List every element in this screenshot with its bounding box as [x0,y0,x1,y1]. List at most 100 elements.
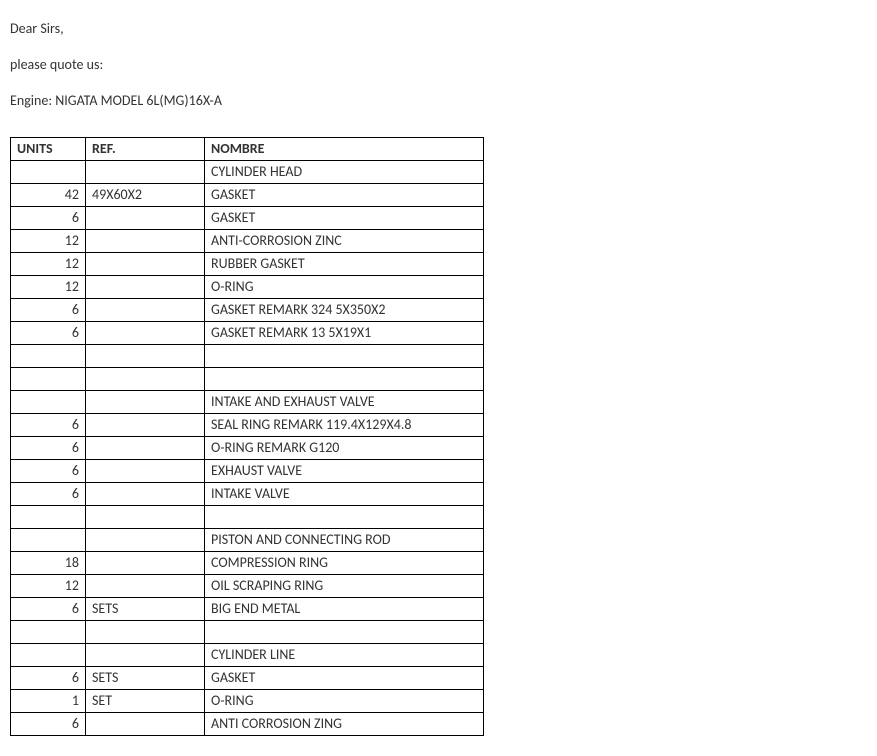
cell-name: BIG END METAL [205,598,484,621]
cell-name: GASKET [205,667,484,690]
cell-name: O-RING REMARK G120 [205,437,484,460]
cell-units: 6 [11,667,86,690]
cell-name: GASKET REMARK 13 5X19X1 [205,322,484,345]
cell-name: O-RING [205,276,484,299]
cell-units: 6 [11,414,86,437]
cell-name: CYLINDER LINE [205,644,484,667]
cell-units: 6 [11,713,86,736]
cell-ref [86,506,205,529]
cell-ref [86,345,205,368]
table-row: 4249X60X2GASKET [11,184,484,207]
document-page: Dear Sirs, please quote us: Engine: NIGA… [0,0,877,756]
cell-ref: SETS [86,667,205,690]
cell-units: 6 [11,437,86,460]
cell-ref [86,253,205,276]
cell-ref [86,161,205,184]
table-row: 12 O-RING [11,276,484,299]
table-row: 6 ANTI CORROSION ZING [11,713,484,736]
cell-ref [86,230,205,253]
cell-units: 6 [11,322,86,345]
table-row: 6SETSGASKET [11,667,484,690]
cell-units: 6 [11,460,86,483]
cell-name: ANTI-CORROSION ZINC [205,230,484,253]
cell-units: 12 [11,253,86,276]
cell-ref: 49X60X2 [86,184,205,207]
cell-units: 12 [11,230,86,253]
cell-name [205,368,484,391]
table-row: PISTON AND CONNECTING ROD [11,529,484,552]
table-row: CYLINDER HEAD [11,161,484,184]
cell-ref [86,299,205,322]
column-header-ref: REF. [86,138,205,161]
table-header-row: UNITS REF. NOMBRE [11,138,484,161]
cell-units [11,345,86,368]
table-row: 18 COMPRESSION RING [11,552,484,575]
cell-ref: SET [86,690,205,713]
cell-name: COMPRESSION RING [205,552,484,575]
table-row: CYLINDER LINE [11,644,484,667]
table-row: 6 GASKET REMARK 13 5X19X1 [11,322,484,345]
cell-units: 1 [11,690,86,713]
cell-ref [86,391,205,414]
table-row [11,506,484,529]
cell-ref [86,552,205,575]
table-row: 6 O-RING REMARK G120 [11,437,484,460]
table-row: INTAKE AND EXHAUST VALVE [11,391,484,414]
cell-units [11,391,86,414]
cell-ref [86,207,205,230]
table-row: 6SETSBIG END METAL [11,598,484,621]
table-row: 6 SEAL RING REMARK 119.4X129X4.8 [11,414,484,437]
cell-units [11,621,86,644]
cell-ref [86,529,205,552]
cell-name: PISTON AND CONNECTING ROD [205,529,484,552]
table-row: 6 GASKET [11,207,484,230]
cell-units: 12 [11,575,86,598]
cell-name: ANTI CORROSION ZING [205,713,484,736]
cell-units: 6 [11,483,86,506]
cell-ref: SETS [86,598,205,621]
cell-ref [86,713,205,736]
table-row: 6 INTAKE VALVE [11,483,484,506]
cell-name: INTAKE VALVE [205,483,484,506]
cell-name: INTAKE AND EXHAUST VALVE [205,391,484,414]
cell-name [205,621,484,644]
cell-units: 42 [11,184,86,207]
cell-units: 6 [11,598,86,621]
cell-name: EXHAUST VALVE [205,460,484,483]
cell-ref [86,575,205,598]
cell-units: 12 [11,276,86,299]
engine-model-text: Engine: NIGATA MODEL 6L(MG)16X-A [10,92,867,109]
cell-name: SEAL RING REMARK 119.4X129X4.8 [205,414,484,437]
cell-units: 6 [11,207,86,230]
cell-ref [86,322,205,345]
cell-ref [86,460,205,483]
cell-name: RUBBER GASKET [205,253,484,276]
table-row: 1SETO-RING [11,690,484,713]
table-row [11,621,484,644]
cell-ref [86,276,205,299]
cell-units: 18 [11,552,86,575]
table-row [11,345,484,368]
cell-name: GASKET [205,184,484,207]
cell-units [11,644,86,667]
cell-name: CYLINDER HEAD [205,161,484,184]
cell-units [11,368,86,391]
table-row: 6 EXHAUST VALVE [11,460,484,483]
cell-ref [86,621,205,644]
cell-units: 6 [11,299,86,322]
cell-name [205,506,484,529]
parts-table: UNITS REF. NOMBRE CYLINDER HEAD4249X60X2… [10,137,484,736]
cell-ref [86,437,205,460]
cell-name: GASKET [205,207,484,230]
cell-ref [86,368,205,391]
cell-name: OIL SCRAPING RING [205,575,484,598]
request-text: please quote us: [10,56,867,74]
greeting-text: Dear Sirs, [10,20,867,38]
table-row: 6GASKET REMARK 324 5X350X2 [11,299,484,322]
table-row: 12 OIL SCRAPING RING [11,575,484,598]
column-header-name: NOMBRE [205,138,484,161]
cell-name [205,345,484,368]
cell-ref [86,483,205,506]
column-header-units: UNITS [11,138,86,161]
cell-ref [86,414,205,437]
